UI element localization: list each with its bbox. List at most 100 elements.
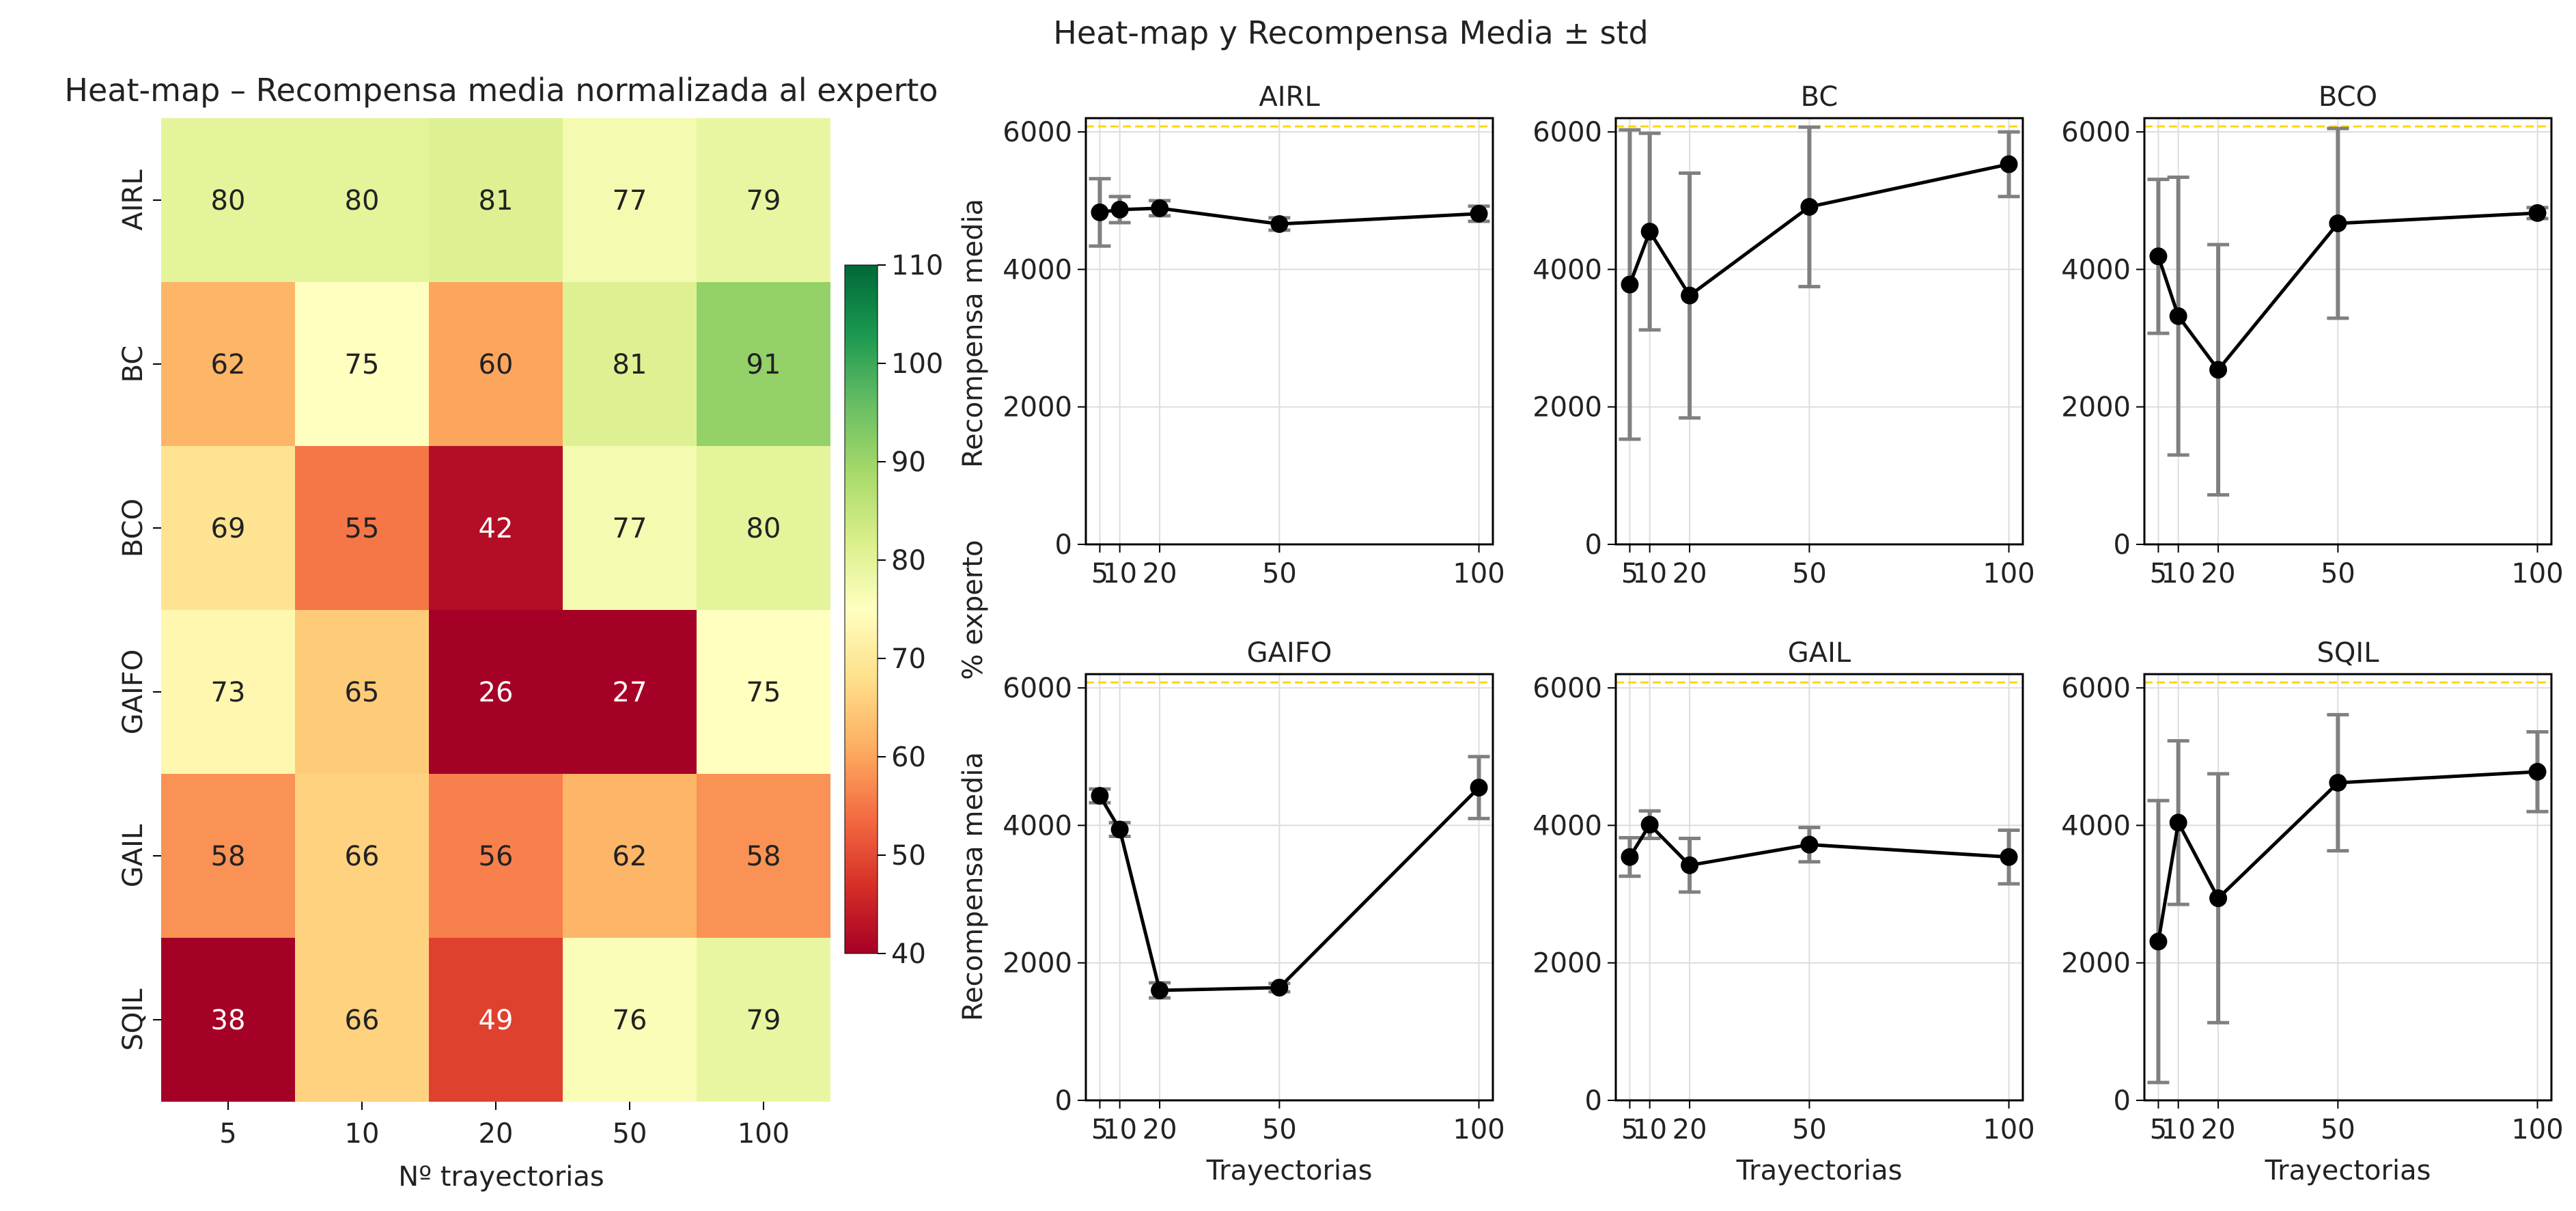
heatmap-y-ticks: AIRL BC BCO GAIFO GAIL SQIL [117, 169, 161, 1051]
x-tick-label: 20 [1672, 1114, 1707, 1145]
x-tick-label: 50 [2321, 558, 2355, 589]
data-point [2169, 813, 2187, 832]
heatmap-cell [161, 282, 295, 446]
colorbar-tick-label: 110 [891, 250, 943, 281]
x-tick-label: 10 [1102, 558, 1137, 589]
y-tick-label: 2000 [2061, 392, 2131, 423]
data-point [2329, 774, 2347, 792]
x-tick-label: 50 [1262, 558, 1297, 589]
y-tick-label: 2000 [1003, 392, 1072, 423]
data-point [1110, 820, 1129, 839]
data-point [1800, 835, 1819, 854]
colorbar-label: % experto [957, 540, 989, 680]
y-tick-label: 4000 [2061, 810, 2131, 841]
colorbar-tick-label: 90 [891, 447, 926, 478]
heatmap-cell-label: 69 [211, 513, 246, 544]
heatmap-panel: Heat-map – Recompensa media normalizada … [64, 72, 938, 1193]
axes-frame [1614, 117, 2024, 546]
heatmap-cell-label: 38 [211, 1005, 246, 1036]
row2-y-axis-label: Recompensa media [957, 752, 989, 1021]
heatmap-cell [295, 774, 429, 938]
data-point [1151, 981, 1169, 999]
heatmap-y-tick-label: SQIL [117, 988, 149, 1051]
x-axis-label: Trayectorias [1206, 1155, 1373, 1186]
x-tick-label: 5 [1091, 558, 1108, 589]
x-tick-label: 20 [2201, 558, 2236, 589]
heatmap-cell-label: 75 [345, 349, 380, 380]
panel-bco: 510 20 50 100 0 2000 4000 6000 BCO [2061, 81, 2564, 589]
data-point [1800, 197, 1819, 216]
colorbar-ticks: 40 50 60 70 80 90 100 110 [844, 250, 943, 970]
axes-frame [1084, 673, 1494, 1102]
heatmap-cell-label: 27 [613, 677, 647, 708]
heatmap-cell-label: 60 [479, 349, 514, 380]
heatmap-cell-label: 79 [746, 1005, 781, 1036]
data-point [2149, 932, 2168, 951]
x-tick-label: 5 [1621, 1114, 1638, 1145]
panel-airl: 510 20 50 100 0 2000 4000 6000 AIRL [1003, 81, 1505, 589]
heatmap-cell-label: 55 [345, 513, 380, 544]
panel-title: BCO [2319, 81, 2377, 113]
heatmap-cell-label: 58 [211, 841, 246, 872]
y-tick-label: 6000 [1532, 117, 1602, 148]
heatmap-x-tick-label: 50 [613, 1118, 647, 1150]
heatmap-x-tick-label: 100 [738, 1118, 789, 1150]
y-tick-label: 4000 [2061, 254, 2131, 286]
heatmap-cell [161, 938, 295, 1102]
heatmap-cell [697, 118, 830, 282]
data-point [2329, 214, 2347, 232]
heatmap-cell [697, 610, 830, 774]
x-tick-label: 5 [1091, 1114, 1108, 1145]
heatmap-cell [563, 774, 697, 938]
figure-suptitle: Heat-map y Recompensa Media ± std [1053, 14, 1648, 51]
heatmap-cell [697, 446, 830, 610]
heatmap-cell-label: 79 [746, 185, 781, 217]
y-tick-label: 0 [1585, 1085, 1602, 1117]
heatmap-cell-label: 62 [613, 841, 647, 872]
heatmap-cell [563, 118, 697, 282]
data-point [1091, 787, 1109, 805]
y-tick-label: 2000 [1532, 948, 1602, 979]
data-point [1110, 200, 1129, 219]
data-point [1091, 203, 1109, 221]
data-point [1470, 204, 1488, 223]
x-tick-label: 100 [1983, 1114, 2034, 1145]
heatmap-cells: 80 80 81 77 79 62 75 60 81 91 69 55 42 77 80 73 65 26 27 75… [161, 118, 830, 1102]
data-point [1151, 199, 1169, 217]
heatmap-cell-label: 80 [345, 185, 380, 217]
heatmap-cell [161, 446, 295, 610]
x-tick-label: 100 [1983, 558, 2034, 589]
heatmap-cell-label: 75 [746, 677, 781, 708]
axes-frame [1614, 673, 2024, 1102]
x-tick-label: 5 [1621, 558, 1638, 589]
heatmap-cell [429, 118, 563, 282]
heatmap-x-tick-label: 20 [479, 1118, 514, 1150]
data-point [1470, 779, 1488, 797]
heatmap-cell [563, 610, 697, 774]
row1-y-axis-label: Recompensa media [957, 199, 989, 468]
panel-gaifo: 510 20 50 100 0 2000 4000 6000 GAIFO Trayectorias [1003, 637, 1505, 1186]
heatmap-cell [429, 938, 563, 1102]
colorbar: 40 50 60 70 80 90 100 110 [844, 250, 943, 970]
y-tick-label: 0 [2114, 1085, 2131, 1117]
x-tick-label: 20 [1143, 558, 1177, 589]
colorbar-tick-label: 50 [891, 840, 926, 872]
heatmap-cell [697, 774, 830, 938]
heatmap-cell [429, 446, 563, 610]
heatmap-y-tick-label: BC [117, 346, 149, 383]
colorbar-frame [844, 264, 878, 954]
heatmap-cell-label: 26 [479, 677, 514, 708]
heatmap-cell-label: 77 [613, 185, 647, 217]
x-tick-label: 50 [1792, 558, 1827, 589]
colorbar-tick-label: 100 [891, 348, 943, 380]
y-tick-label: 4000 [1003, 810, 1072, 841]
y-tick-label: 4000 [1532, 810, 1602, 841]
x-tick-label: 10 [2161, 1114, 2196, 1145]
data-point [1270, 214, 1289, 233]
axes-frame [2143, 117, 2553, 546]
data-point [2000, 848, 2018, 866]
x-tick-label: 50 [1262, 1114, 1297, 1145]
data-point [2169, 307, 2187, 325]
heatmap-cell [161, 118, 295, 282]
data-point [2000, 155, 2018, 173]
